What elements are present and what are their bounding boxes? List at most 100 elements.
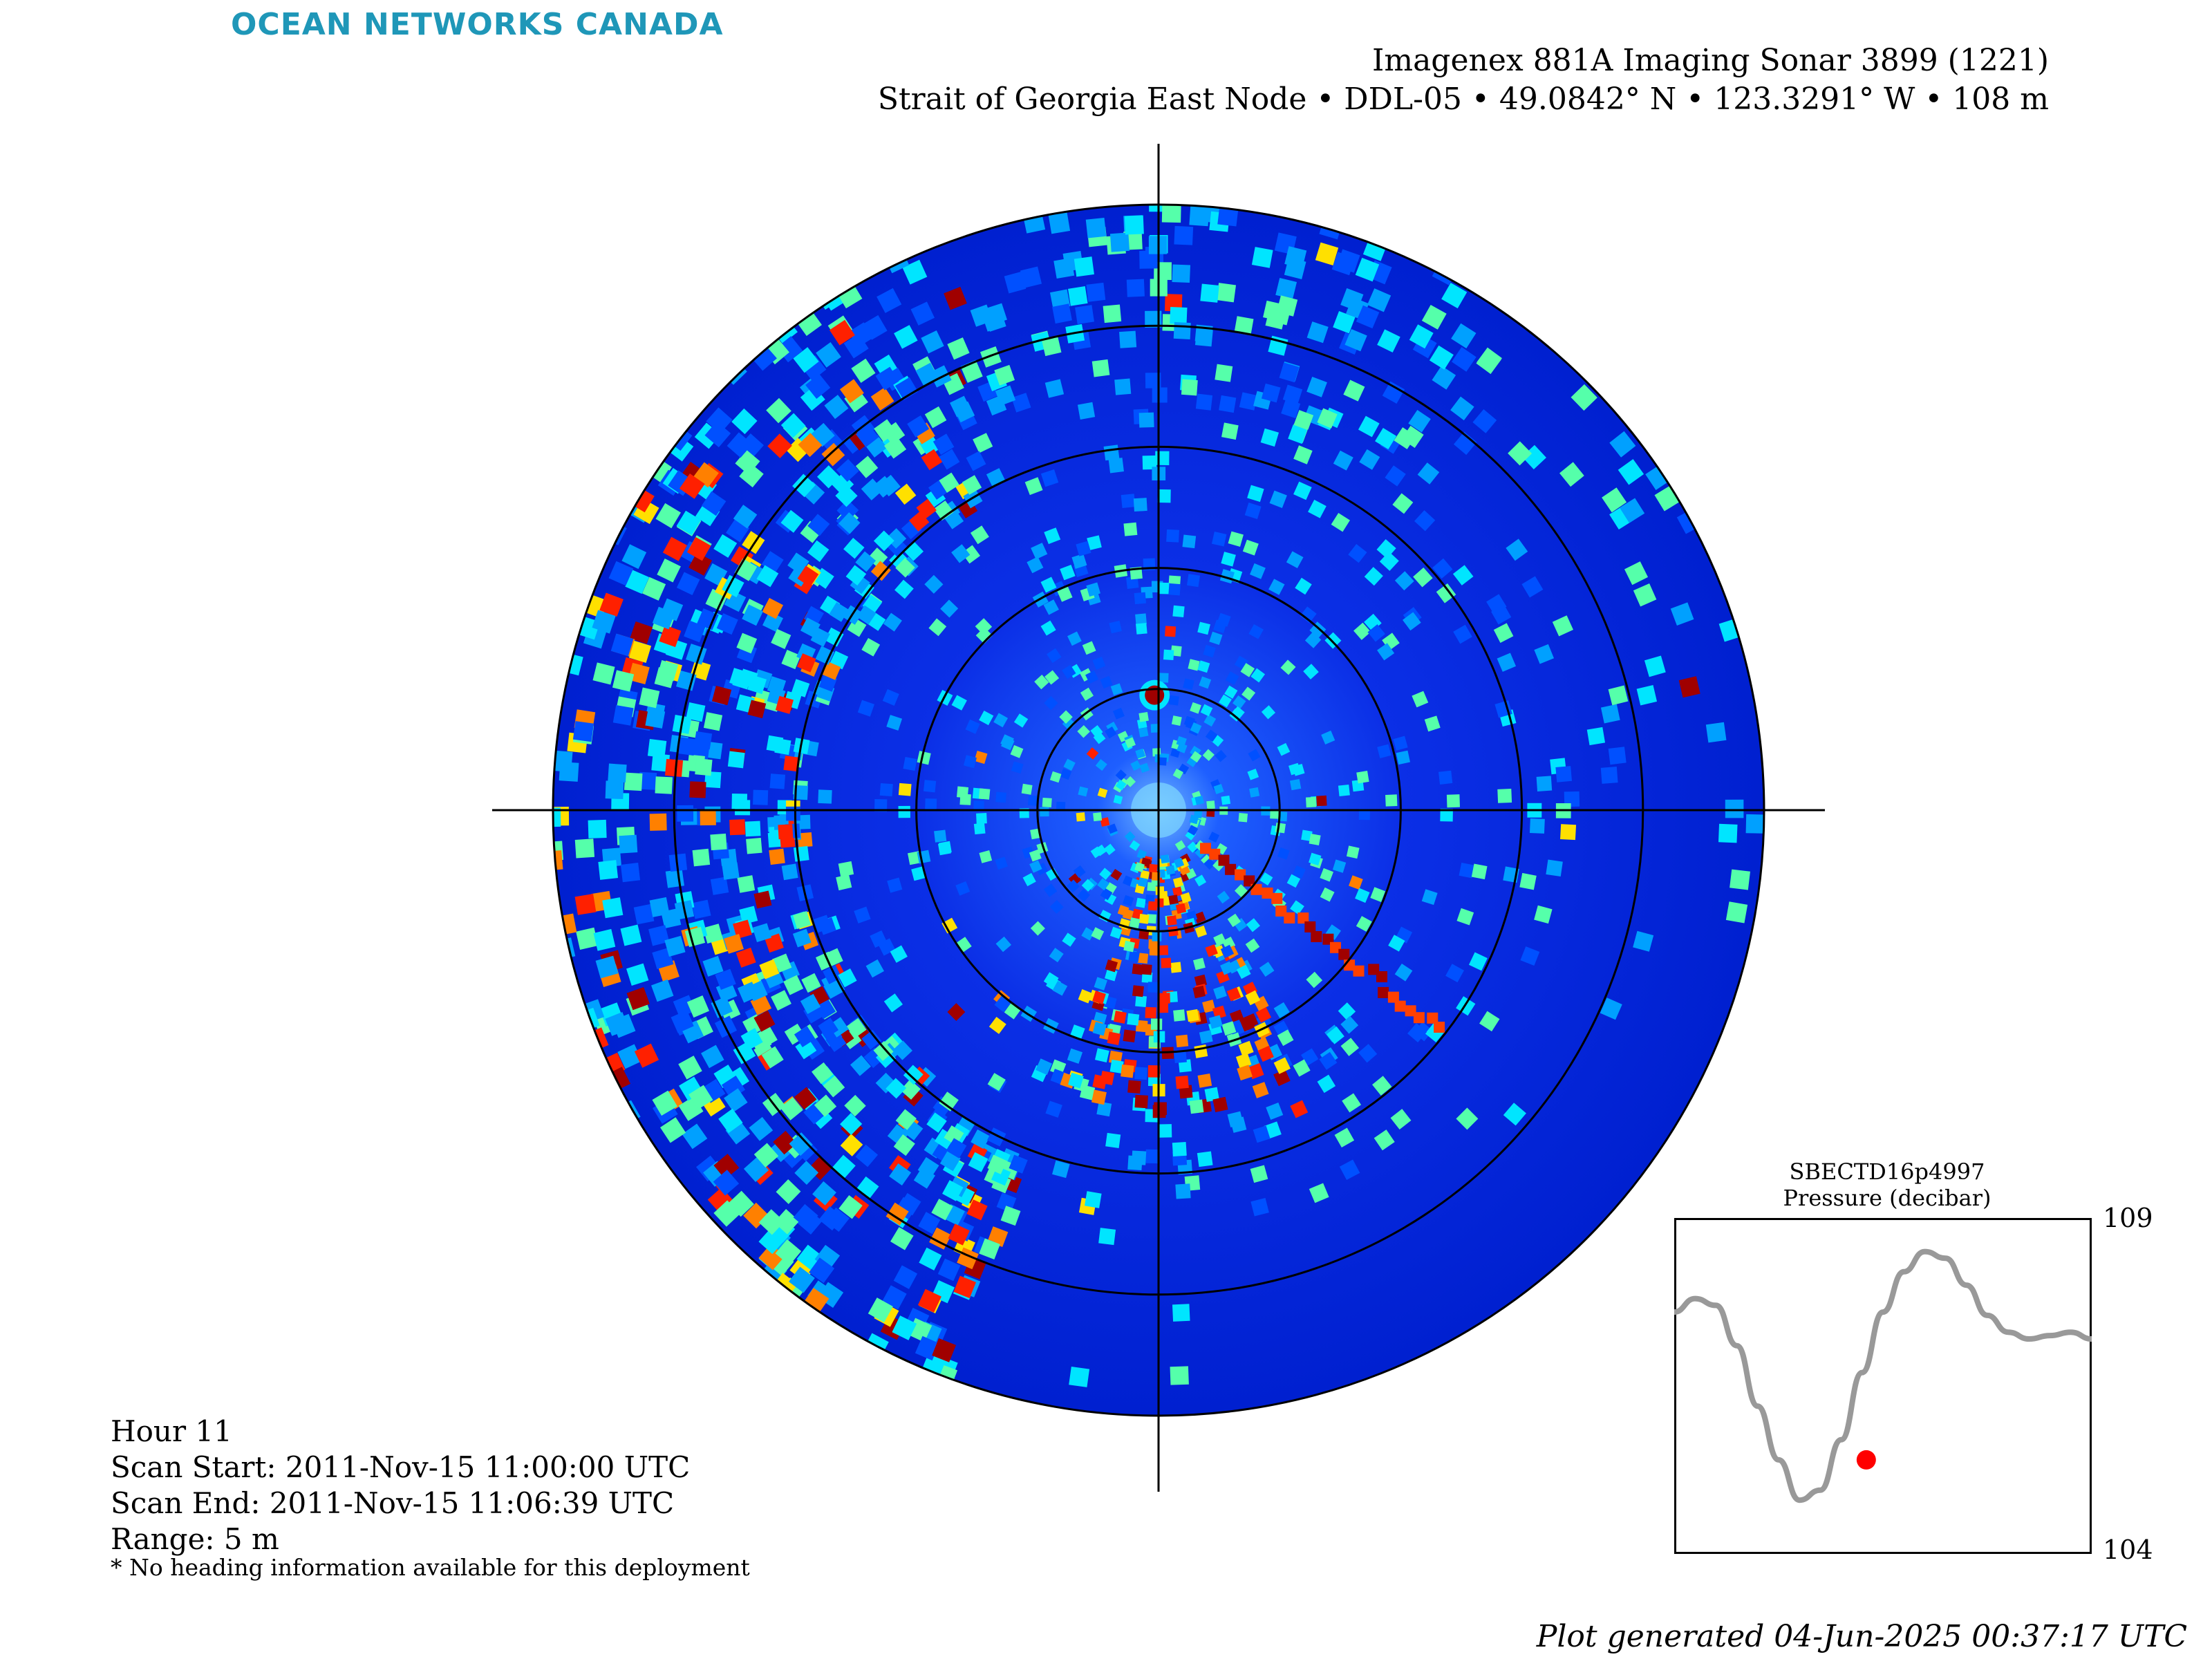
sonar-return-cell bbox=[1052, 1160, 1070, 1179]
sonar-return-cell bbox=[652, 1090, 677, 1116]
sonar-return-cell bbox=[1107, 1031, 1121, 1045]
sonar-return-cell bbox=[1270, 809, 1280, 819]
sonar-return-cell bbox=[1172, 605, 1185, 618]
sonar-return-cell bbox=[1057, 586, 1073, 602]
sonar-return-cell bbox=[824, 627, 844, 647]
sonar-return-cell bbox=[856, 605, 877, 625]
sonar-return-cell bbox=[1246, 918, 1260, 932]
sonar-return-cell bbox=[1301, 1048, 1319, 1066]
sonar-return-cell bbox=[1252, 1082, 1269, 1098]
sonar-return-cell bbox=[953, 1275, 976, 1299]
sonar-return-cell bbox=[1253, 1125, 1271, 1143]
sonar-return-cell bbox=[1074, 256, 1094, 277]
sonar-return-cell bbox=[1013, 713, 1029, 728]
sonar-return-cell bbox=[701, 1044, 724, 1069]
onc-logo: OCEAN NETWORKS CANADA bbox=[231, 7, 724, 42]
sonar-return-cell bbox=[836, 874, 852, 891]
sonar-return-cell bbox=[1273, 1069, 1291, 1087]
sonar-return-cell bbox=[1219, 395, 1237, 413]
sonar-return-cell bbox=[797, 565, 819, 588]
sonar-return-cell bbox=[951, 695, 967, 711]
sonar-return-cell bbox=[797, 653, 816, 673]
sonar-return-cell bbox=[1436, 583, 1456, 603]
sonar-return-cell bbox=[655, 776, 673, 794]
sonar-return-cell bbox=[781, 650, 801, 670]
sonar-return-cell bbox=[1213, 619, 1227, 634]
sonar-return-cell bbox=[1221, 795, 1231, 805]
sonar-return-cell bbox=[1349, 875, 1363, 890]
sonar-return-cell bbox=[884, 436, 907, 459]
sonar-return-cell bbox=[900, 1079, 921, 1100]
sonar-return-cell bbox=[1052, 980, 1068, 996]
sonar-return-cell bbox=[1204, 1087, 1219, 1103]
sonar-ray-cell bbox=[1322, 933, 1334, 945]
sonar-return-cell bbox=[1508, 441, 1533, 466]
sonar-return-cell bbox=[1208, 832, 1220, 843]
sonar-return-cell bbox=[664, 758, 684, 778]
sonar-return-cell bbox=[1234, 316, 1254, 336]
sonar-return-cell bbox=[732, 670, 752, 690]
sonar-return-cell bbox=[553, 807, 561, 827]
sonar-return-cell bbox=[1157, 1002, 1169, 1013]
sonar-return-cell bbox=[753, 1143, 779, 1168]
sonar-return-cell bbox=[1273, 1002, 1290, 1018]
sonar-return-cell bbox=[1364, 567, 1383, 586]
sonar-return-cell bbox=[1092, 1022, 1107, 1036]
sonar-return-cell bbox=[845, 565, 867, 585]
sonar-return-cell bbox=[1145, 1149, 1160, 1164]
sonar-return-cell bbox=[703, 924, 723, 944]
sonar-return-cell bbox=[1132, 1150, 1147, 1165]
sonar-return-cell bbox=[697, 608, 719, 630]
sonar-return-cell bbox=[1468, 952, 1488, 971]
sonar-return-cell bbox=[875, 366, 899, 391]
sonar-return-cell bbox=[941, 917, 958, 934]
sonar-return-cell bbox=[1158, 582, 1170, 594]
sonar-return-cell bbox=[1121, 494, 1136, 508]
sonar-ray-cell bbox=[1394, 1000, 1406, 1012]
sonar-return-cell bbox=[701, 491, 727, 516]
sonar-return-cell bbox=[1379, 551, 1399, 571]
sonar-return-cell bbox=[1161, 205, 1181, 223]
sonar-return-cell bbox=[1062, 932, 1076, 947]
sonar-return-cell bbox=[1137, 953, 1149, 964]
sonar-return-cell bbox=[744, 821, 761, 837]
sonar-return-cell bbox=[1215, 749, 1227, 762]
sonar-return-cell bbox=[1633, 930, 1654, 952]
sonar-ray-cell bbox=[1330, 941, 1341, 953]
sonar-return-cell bbox=[1092, 991, 1106, 1004]
sonar-return-cell bbox=[1195, 393, 1213, 411]
sonar-return-cell bbox=[684, 620, 706, 643]
sonar-return-cell bbox=[1215, 364, 1233, 382]
sonar-return-cell bbox=[736, 632, 758, 654]
sonar-return-cell bbox=[1213, 933, 1226, 947]
sonar-return-cell bbox=[1394, 571, 1414, 591]
sonar-return-cell bbox=[1316, 795, 1327, 807]
sonar-return-cell bbox=[1282, 384, 1303, 404]
sonar-return-cell bbox=[1140, 870, 1150, 880]
sonar-return-cell bbox=[747, 700, 767, 719]
sonar-return-cell bbox=[1100, 817, 1110, 827]
sonar-return-cell bbox=[1199, 1030, 1213, 1044]
sonar-return-cell bbox=[572, 721, 594, 742]
sonar-return-cell bbox=[1135, 995, 1147, 1007]
sonar-return-cell bbox=[1110, 683, 1123, 695]
sonar-return-cell bbox=[608, 763, 627, 782]
sonar-return-cell bbox=[1125, 737, 1136, 749]
sonar-return-cell bbox=[1123, 1029, 1136, 1043]
sonar-return-cell bbox=[800, 993, 821, 1014]
sonar-return-cell bbox=[1624, 561, 1649, 585]
sonar-return-cell bbox=[1133, 498, 1147, 512]
sonar-return-cell bbox=[746, 837, 762, 854]
sonar-return-cell bbox=[798, 433, 823, 458]
sonar-return-cell bbox=[921, 330, 944, 354]
sonar-return-cell bbox=[1077, 402, 1096, 420]
sonar-return-cell bbox=[857, 700, 874, 717]
sonar-return-cell bbox=[882, 688, 899, 706]
sonar-return-cell bbox=[700, 809, 716, 826]
sonar-return-cell bbox=[753, 1010, 776, 1032]
sonar-return-cell bbox=[1552, 615, 1574, 637]
sonar-ray-cell bbox=[1378, 986, 1389, 998]
sonar-return-cell bbox=[1367, 624, 1385, 642]
sonar-return-cell bbox=[1280, 659, 1296, 675]
sonar-return-cell bbox=[973, 433, 993, 453]
